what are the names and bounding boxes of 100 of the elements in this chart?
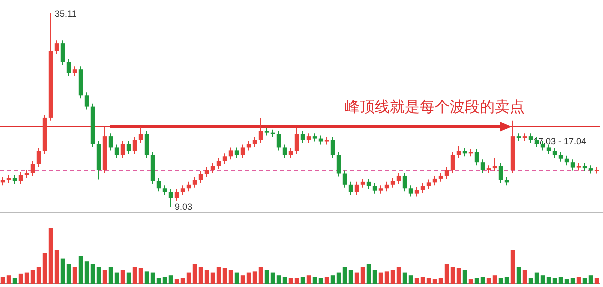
candlestick (156, 178, 162, 192)
candlestick (162, 185, 168, 196)
candlestick (198, 171, 204, 184)
candlestick (288, 148, 294, 159)
bar (96, 267, 102, 284)
bar (480, 277, 486, 284)
candlestick (282, 144, 288, 159)
candlestick (546, 144, 552, 155)
bar (378, 272, 384, 284)
bar (576, 277, 582, 284)
bar (174, 280, 180, 284)
bar (426, 278, 432, 284)
bar (504, 277, 510, 284)
bar (180, 278, 186, 284)
bar (540, 276, 546, 284)
bar (312, 277, 318, 284)
bar (54, 250, 60, 284)
bar (348, 270, 354, 284)
bar (264, 270, 270, 284)
bar (150, 272, 156, 284)
candlestick (240, 144, 246, 159)
candlestick (246, 140, 252, 152)
bar (390, 270, 396, 284)
candlestick (276, 130, 282, 152)
bar (30, 270, 36, 284)
candlestick (66, 58, 72, 77)
bar (0, 277, 6, 284)
bar (126, 272, 132, 284)
bar (6, 276, 12, 284)
candlestick (342, 170, 348, 188)
candlestick (54, 40, 60, 54)
candlestick (228, 147, 234, 160)
bar (42, 253, 48, 284)
bar (18, 274, 24, 284)
bar (408, 276, 414, 284)
bar (234, 272, 240, 284)
annotation: 35.11 (55, 9, 77, 19)
bar (528, 278, 534, 284)
candlestick (216, 158, 222, 170)
candlestick (570, 159, 576, 172)
candlestick (426, 179, 432, 190)
bar (414, 278, 420, 284)
bar (102, 270, 108, 284)
bar (456, 268, 462, 284)
bar (336, 272, 342, 284)
bar (372, 270, 378, 284)
candlestick (72, 66, 78, 77)
bar (306, 276, 312, 284)
bar (12, 278, 18, 284)
bar (444, 264, 450, 284)
bar (48, 228, 54, 284)
candlestick (192, 176, 198, 188)
bar (282, 277, 288, 284)
bar (132, 267, 138, 284)
bar (300, 277, 306, 284)
candlestick (366, 178, 372, 190)
candlestick (180, 185, 186, 196)
bar (270, 272, 276, 284)
candlestick (186, 181, 192, 192)
annotation: 9.03 (175, 202, 193, 212)
bar (162, 277, 168, 284)
bar (516, 267, 522, 284)
bar (330, 276, 336, 284)
candlestick (552, 148, 558, 159)
bar (486, 278, 492, 284)
candlestick (174, 188, 180, 202)
bar (276, 276, 282, 284)
candlestick (138, 126, 144, 144)
candlestick (498, 162, 504, 184)
bar (144, 272, 150, 284)
candlestick (234, 147, 240, 159)
bar (84, 262, 90, 284)
bar (114, 272, 120, 284)
bar (186, 272, 192, 284)
bar (570, 278, 576, 284)
bar (60, 258, 66, 284)
candlestick (126, 140, 132, 155)
bar (246, 272, 252, 284)
candlestick (432, 175, 438, 186)
candlestick (396, 172, 402, 185)
bar (198, 267, 204, 284)
candlestick (222, 153, 228, 165)
candlestick (120, 140, 126, 159)
bar (138, 268, 144, 284)
candlestick (414, 186, 420, 198)
bar (210, 272, 216, 284)
bar (258, 267, 264, 284)
bar (432, 280, 438, 284)
bar (318, 278, 324, 284)
bar (156, 278, 162, 284)
candlestick (84, 92, 90, 110)
bar (396, 267, 402, 284)
bar (438, 278, 444, 284)
bar (420, 277, 426, 284)
candlestick (354, 181, 360, 196)
candlestick (114, 144, 120, 159)
candlestick (168, 188, 174, 208)
bar (534, 272, 540, 284)
bar (228, 270, 234, 284)
bar (588, 276, 594, 284)
